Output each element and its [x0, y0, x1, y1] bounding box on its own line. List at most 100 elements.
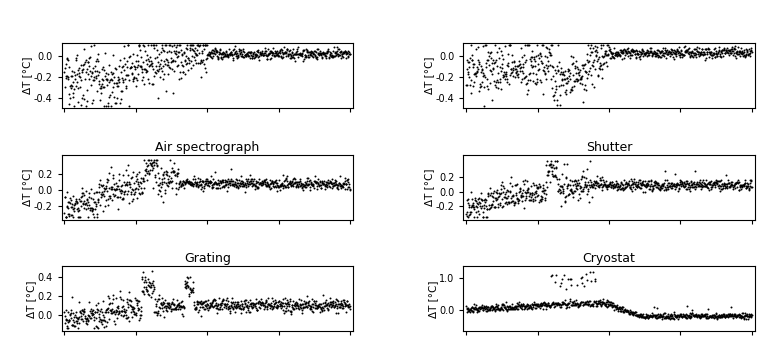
Point: [618, 307, 631, 312]
Point: [496, 53, 508, 58]
Point: [316, 54, 329, 60]
Point: [205, 301, 217, 307]
Point: [569, 301, 581, 307]
Point: [611, 187, 623, 193]
Point: [627, 181, 639, 186]
Point: [738, 182, 750, 188]
Point: [705, 49, 718, 55]
Point: [681, 48, 694, 54]
Point: [244, 49, 256, 55]
Point: [268, 52, 280, 58]
Point: [493, 193, 505, 199]
Point: [511, 68, 524, 74]
Point: [341, 298, 353, 304]
Point: [331, 48, 343, 54]
Point: [259, 45, 271, 51]
Point: [487, 305, 500, 311]
Point: [276, 300, 288, 306]
Point: [136, 190, 148, 196]
Point: [647, 50, 659, 56]
Point: [662, 313, 675, 319]
Point: [550, 301, 562, 306]
Point: [707, 182, 719, 188]
Point: [566, 302, 578, 308]
Point: [309, 300, 321, 305]
Point: [149, 159, 161, 165]
Point: [303, 175, 315, 181]
Point: [624, 48, 637, 54]
Point: [74, 308, 86, 314]
Point: [610, 303, 622, 309]
Point: [481, 309, 494, 314]
Point: [281, 173, 293, 179]
Point: [135, 304, 147, 310]
Point: [229, 304, 241, 310]
Point: [546, 85, 558, 91]
Point: [261, 303, 273, 309]
Point: [336, 183, 349, 188]
Point: [588, 276, 601, 282]
Point: [311, 305, 323, 311]
Point: [701, 184, 713, 190]
Point: [602, 51, 614, 57]
Point: [610, 49, 622, 55]
Point: [473, 308, 485, 314]
Point: [497, 301, 509, 307]
Point: [221, 189, 233, 194]
Point: [81, 316, 93, 322]
Point: [105, 309, 117, 314]
Point: [230, 184, 243, 189]
Point: [271, 52, 283, 58]
Point: [303, 302, 316, 308]
Point: [508, 306, 521, 311]
Point: [648, 314, 661, 320]
Point: [204, 174, 216, 179]
Point: [673, 185, 685, 191]
Point: [635, 181, 648, 187]
Point: [493, 45, 505, 51]
Point: [140, 166, 152, 172]
Point: [534, 53, 547, 59]
Point: [510, 182, 522, 188]
Point: [584, 49, 597, 55]
Point: [322, 307, 334, 312]
Point: [306, 182, 318, 188]
Point: [540, 162, 552, 168]
Point: [538, 71, 551, 77]
Point: [701, 315, 713, 321]
Point: [182, 67, 194, 73]
Point: [196, 59, 208, 65]
Point: [104, 78, 116, 84]
Point: [551, 301, 563, 306]
Point: [733, 48, 745, 54]
Point: [516, 76, 528, 81]
Point: [682, 181, 695, 187]
Point: [259, 300, 271, 306]
Point: [595, 42, 608, 48]
Point: [69, 323, 82, 329]
Point: [520, 73, 532, 79]
Point: [678, 180, 691, 185]
Point: [240, 50, 253, 56]
Point: [61, 323, 73, 329]
Point: [695, 183, 708, 189]
Point: [177, 313, 189, 319]
Point: [263, 182, 275, 188]
Point: [216, 296, 229, 302]
Point: [109, 100, 122, 105]
Point: [310, 54, 322, 60]
Point: [220, 52, 233, 58]
Point: [186, 54, 198, 59]
Point: [306, 297, 318, 302]
Point: [116, 196, 129, 202]
Point: [646, 183, 658, 189]
Point: [209, 49, 222, 55]
Point: [464, 42, 477, 48]
Point: [137, 178, 149, 184]
Point: [234, 53, 246, 59]
Point: [597, 297, 609, 302]
Point: [571, 300, 583, 306]
Point: [574, 302, 586, 308]
Point: [715, 48, 728, 53]
Point: [306, 49, 319, 55]
